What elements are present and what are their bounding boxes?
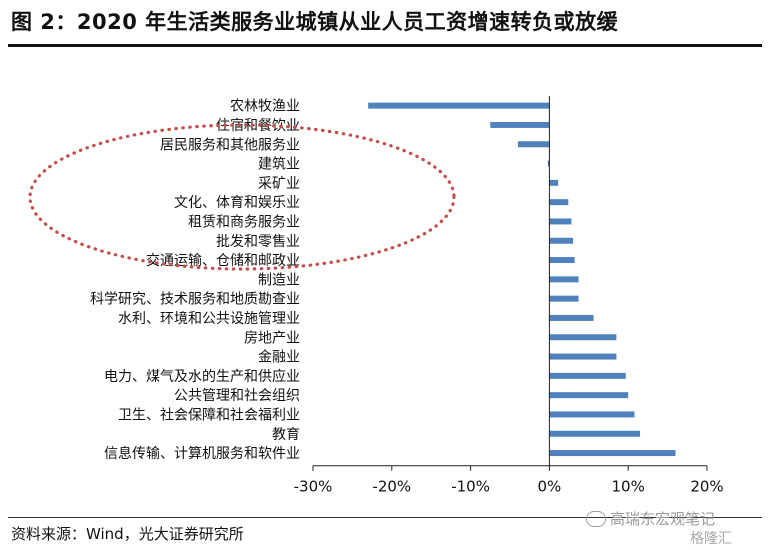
- bar-5: [549, 199, 569, 206]
- bar-16: [549, 411, 635, 418]
- category-label: 交通运输、仓储和邮政业: [146, 252, 300, 269]
- bar-13: [549, 353, 617, 360]
- bar-15: [549, 392, 629, 399]
- title-rule: [8, 44, 762, 47]
- category-label: 水利、环境和公共设施管理业: [118, 311, 300, 327]
- bar-0: [368, 102, 550, 109]
- bar-12: [549, 334, 617, 341]
- bars: [368, 102, 676, 457]
- watermark-text: 高瑞东宏观笔记: [610, 510, 716, 528]
- category-label: 信息传输、计算机服务和软件业: [104, 445, 300, 462]
- category-label: 租赁和商务服务业: [188, 214, 300, 230]
- x-tick-label: 10%: [612, 478, 645, 496]
- bar-10: [549, 295, 579, 302]
- watermark: 高瑞东宏观笔记: [586, 508, 715, 529]
- bar-9: [549, 276, 579, 283]
- wechat-icon: [586, 510, 606, 527]
- source-note: 资料来源：Wind，光大证券研究所: [11, 525, 244, 543]
- category-label: 住宿和餐饮业: [216, 117, 300, 134]
- x-ticks: -30% -20% -10% 0% 10% 20%: [294, 465, 724, 496]
- footer-rule: [8, 517, 762, 518]
- bar-6: [549, 218, 572, 225]
- x-tick-label: -30%: [294, 478, 333, 496]
- category-label: 建筑业: [258, 157, 300, 173]
- bar-4: [549, 179, 559, 186]
- category-label: 房地产业: [244, 330, 300, 346]
- category-label: 公共管理和社会组织: [174, 388, 300, 404]
- bar-8: [549, 257, 575, 264]
- bar-2: [517, 141, 550, 148]
- category-label: 居民服务和其他服务业: [160, 137, 300, 153]
- category-label: 卫生、社会保障和社会福利业: [118, 407, 300, 423]
- bar-11: [549, 314, 594, 321]
- category-label: 教育: [272, 427, 300, 443]
- category-label: 采矿业: [258, 176, 300, 192]
- watermark-secondary: 格隆汇: [690, 531, 732, 547]
- x-tick-label: -20%: [372, 478, 411, 496]
- category-label: 批发和零售业: [216, 234, 300, 250]
- category-label: 农林牧渔业: [230, 99, 300, 115]
- bar-18: [549, 450, 676, 457]
- category-label: 科学研究、技术服务和地质勘查业: [90, 292, 300, 308]
- category-labels: 农林牧渔业住宿和餐饮业居民服务和其他服务业建筑业采矿业文化、体育和娱乐业租赁和商…: [90, 99, 300, 462]
- bar-14: [549, 372, 626, 379]
- bar-1: [490, 121, 550, 128]
- chart-title: 图 2：2020 年生活类服务业城镇从业人员工资增速转负或放缓: [11, 10, 619, 34]
- x-tick-label: -10%: [451, 478, 490, 496]
- bar-7: [549, 237, 574, 244]
- x-tick-label: 0%: [538, 478, 562, 496]
- highlight-ellipse: [28, 123, 456, 271]
- category-label: 制造业: [258, 272, 300, 288]
- bar-17: [549, 430, 641, 437]
- category-label: 金融业: [258, 350, 300, 366]
- bar-3: [547, 160, 550, 167]
- category-label: 文化、体育和娱乐业: [174, 195, 300, 211]
- category-label: 电力、煤气及水的生产和供应业: [104, 368, 300, 385]
- x-tick-label: 20%: [690, 478, 723, 496]
